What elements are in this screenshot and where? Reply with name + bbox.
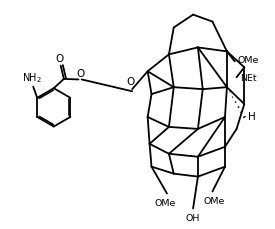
Text: NH$_2$: NH$_2$ bbox=[23, 71, 42, 85]
Text: O: O bbox=[76, 68, 84, 79]
Text: H: H bbox=[248, 112, 255, 122]
Text: NEt: NEt bbox=[240, 74, 256, 82]
Text: OMe: OMe bbox=[155, 199, 176, 207]
Text: O: O bbox=[127, 77, 135, 87]
Text: OMe: OMe bbox=[203, 196, 224, 205]
Text: OMe: OMe bbox=[238, 55, 259, 64]
Text: O: O bbox=[55, 54, 64, 64]
Text: OH: OH bbox=[186, 213, 200, 222]
